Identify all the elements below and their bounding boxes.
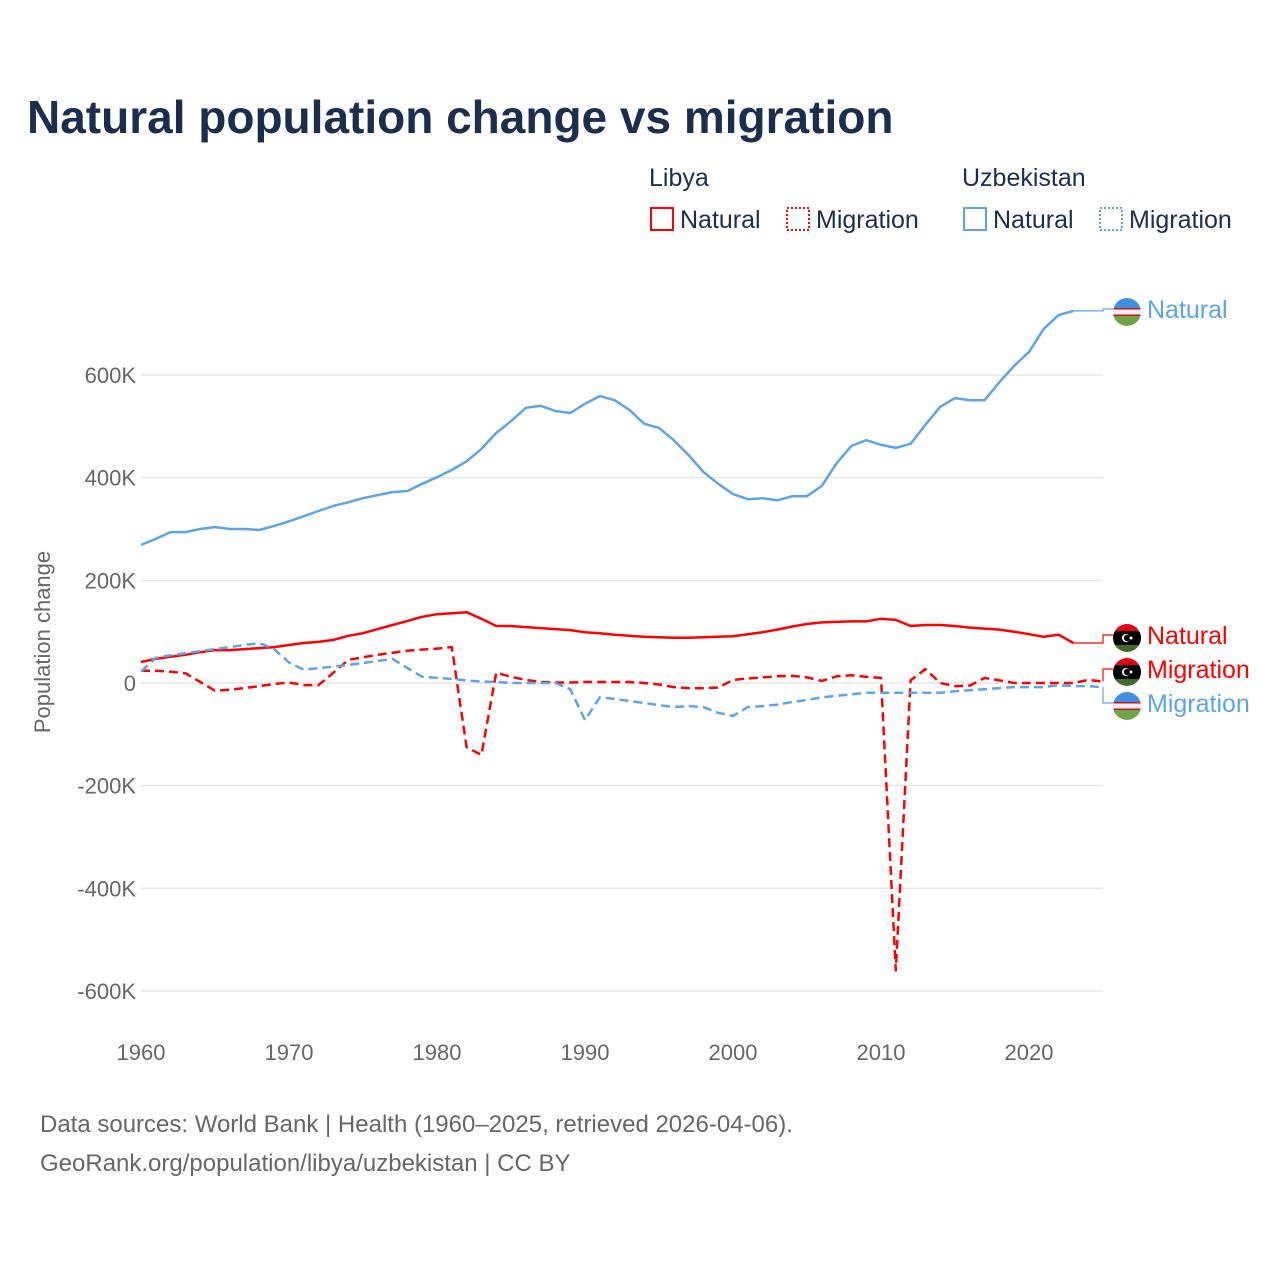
legend-group-uzbekistan: Uzbekistan [962, 164, 1086, 192]
legend-uzbekistan-migration[interactable]: Migration [1129, 206, 1232, 234]
gridlines [141, 374, 1103, 992]
y-tick-label: 600K [85, 363, 137, 388]
x-tick-label: 1960 [117, 1040, 166, 1065]
legend-swatch-libya-migration [786, 207, 810, 231]
legend-libya-migration[interactable]: Migration [816, 206, 919, 234]
x-tick-label: 1970 [265, 1040, 314, 1065]
y-tick-label: 0 [124, 671, 136, 696]
end-labels: Natural Natural Migration Migration [1073, 296, 1250, 720]
x-tick-label: 2010 [857, 1040, 906, 1065]
end-label-text: Natural [1147, 622, 1228, 650]
y-tick-label: 200K [85, 568, 137, 593]
series-line-libya-migration [141, 645, 1104, 972]
leader-line [1073, 634, 1113, 644]
series-line-uzbekistan-natural [140, 309, 1074, 547]
y-tick-label: -400K [77, 876, 136, 901]
chart-title: Natural population change vs migration [27, 91, 893, 143]
series-line-uzbekistan-migration [140, 641, 1104, 722]
legend: Libya Natural Migration Uzbekistan Natur… [649, 164, 1232, 234]
source-line-1: Data sources: World Bank | Health (1960–… [40, 1111, 793, 1138]
x-axis-ticks: 1960 1970 1980 1990 2000 2010 2020 [117, 1040, 1054, 1065]
end-label-text: Migration [1147, 656, 1250, 684]
libya-flag-icon [1113, 624, 1141, 652]
x-tick-label: 1990 [561, 1040, 610, 1065]
end-label-text: Natural [1147, 296, 1228, 324]
end-label-libya-migration: Migration [1102, 656, 1250, 686]
x-tick-label: 2000 [709, 1040, 758, 1065]
leader-line [1102, 687, 1113, 704]
legend-swatch-uzbekistan-migration [1099, 207, 1123, 231]
end-label-text: Migration [1147, 690, 1250, 718]
end-label-libya-natural: Natural [1073, 622, 1228, 652]
end-label-uzbekistan-natural: Natural [1073, 296, 1228, 326]
y-axis-label: Population change [30, 551, 55, 733]
legend-swatch-libya-natural [650, 207, 674, 231]
leader-line [1102, 668, 1113, 682]
source-line-2[interactable]: GeoRank.org/population/libya/uzbekistan … [40, 1150, 571, 1177]
leader-line [1073, 308, 1113, 312]
series-lines [140, 309, 1104, 972]
uzbekistan-flag-icon [1113, 692, 1141, 720]
x-tick-label: 2020 [1005, 1040, 1054, 1065]
y-axis-ticks: 600K 400K 200K 0 -200K -400K -600K [77, 363, 136, 1004]
y-tick-label: -600K [77, 979, 136, 1004]
end-label-uzbekistan-migration: Migration [1102, 687, 1250, 720]
x-tick-label: 1980 [413, 1040, 462, 1065]
uzbekistan-flag-icon [1113, 298, 1141, 326]
legend-uzbekistan-natural[interactable]: Natural [993, 206, 1074, 234]
y-tick-label: 400K [85, 466, 137, 491]
legend-libya-natural[interactable]: Natural [680, 206, 761, 234]
legend-group-libya: Libya [649, 164, 709, 192]
legend-swatch-uzbekistan-natural [963, 207, 987, 231]
libya-flag-icon [1113, 658, 1141, 686]
series-line-libya-natural [140, 610, 1075, 664]
y-tick-label: -200K [77, 774, 136, 799]
